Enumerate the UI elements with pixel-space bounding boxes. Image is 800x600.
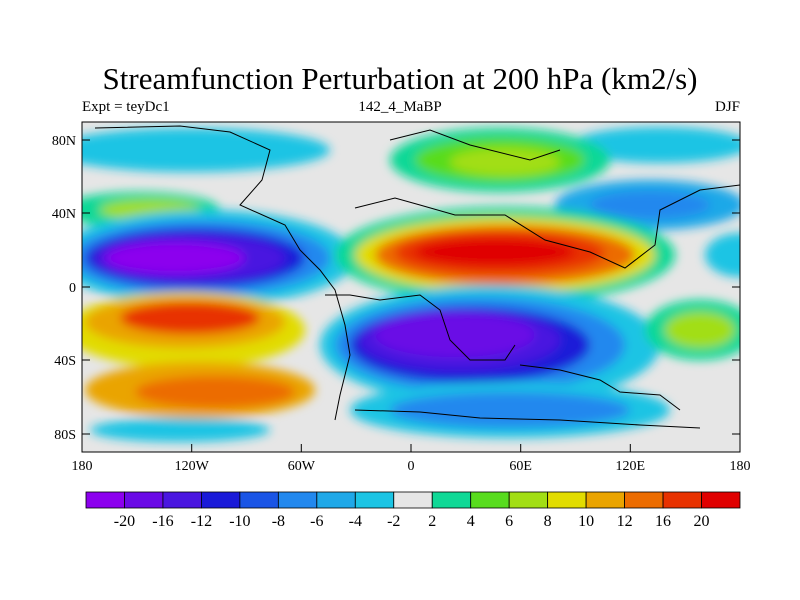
colorbar-swatch: [624, 491, 664, 509]
contour-field: [82, 122, 740, 452]
colorbar-label: 8: [544, 513, 552, 530]
colorbar-swatch: [239, 491, 279, 509]
colorbar-label: 16: [655, 513, 671, 530]
x-tick-label: 60E: [509, 459, 532, 474]
colorbar-swatch: [470, 491, 510, 509]
experiment-label: Expt = teyDc1: [82, 99, 170, 115]
contour-north-pacific-neg: [82, 128, 330, 172]
plot-title: Streamfunction Perturbation at 200 hPa (…: [102, 61, 698, 96]
colorbar-swatch: [316, 491, 356, 509]
y-tick-label: 40N: [52, 207, 76, 222]
colorbar-swatch: [201, 491, 241, 509]
coastlines: [94, 125, 740, 429]
colorbar-label: -12: [191, 513, 212, 530]
coastline-australia: [519, 364, 681, 411]
case-label: 142_4_MaBP: [358, 99, 442, 115]
x-tick-label: 180: [730, 459, 751, 474]
axis-labels: 180 120W 60W 0 60E 120E 180 80N 40N 0 40…: [52, 134, 751, 474]
x-tick-label: 120W: [175, 459, 210, 474]
plot-frame: [81, 121, 741, 453]
x-tick-label: 120E: [616, 459, 646, 474]
y-tick-label: 80N: [52, 134, 76, 149]
y-tick-label: 0: [69, 281, 76, 296]
coastline-antarctica: [354, 409, 701, 429]
colorbar-swatch: [354, 491, 395, 509]
colorbar-label: 4: [467, 513, 475, 530]
x-tick-label: 180: [72, 459, 93, 474]
colorbar-swatch: [508, 491, 549, 509]
colorbar-label: -4: [349, 513, 362, 530]
x-tick-label: 60W: [288, 459, 316, 474]
coastline-greenland: [389, 129, 561, 161]
colorbar-swatch: [701, 491, 741, 509]
x-tick-label: 0: [408, 459, 415, 474]
colorbar-swatch: [162, 491, 202, 509]
colorbar-label: 20: [694, 513, 710, 530]
colorbar-swatch: [431, 491, 472, 509]
colorbar-swatch: [547, 491, 587, 509]
colorbar-label: -8: [272, 513, 285, 530]
colorbar-label: -2: [387, 513, 400, 530]
colorbar-swatch: [662, 491, 702, 509]
colorbar-swatch: [85, 491, 125, 509]
colorbar-label: 2: [428, 513, 436, 530]
coastline-americas: [94, 125, 351, 421]
colorbar-label: -16: [152, 513, 173, 530]
colorbar: -20 -16 -12 -10 -8 -6 -4 -2 2 4 6 8 10 12 16 20: [85, 491, 741, 530]
colorbar-swatch: [277, 491, 318, 509]
colorbar-label: 12: [617, 513, 633, 530]
colorbar-label: -10: [229, 513, 250, 530]
y-tick-label: 80S: [54, 428, 76, 443]
colorbar-label: 6: [505, 513, 513, 530]
colorbar-swatch: [585, 491, 625, 509]
coastline-eurasia: [354, 184, 740, 269]
colorbar-label: -6: [310, 513, 323, 530]
contour-north-pacific-east-neg: [570, 127, 740, 163]
colorbar-label: 10: [578, 513, 594, 530]
coastline-africa: [325, 294, 516, 361]
colorbar-swatch: [393, 491, 433, 509]
y-tick-label: 40S: [54, 354, 76, 369]
colorbar-label: -20: [114, 513, 135, 530]
colorbar-swatch: [124, 491, 164, 509]
season-label: DJF: [714, 99, 740, 115]
